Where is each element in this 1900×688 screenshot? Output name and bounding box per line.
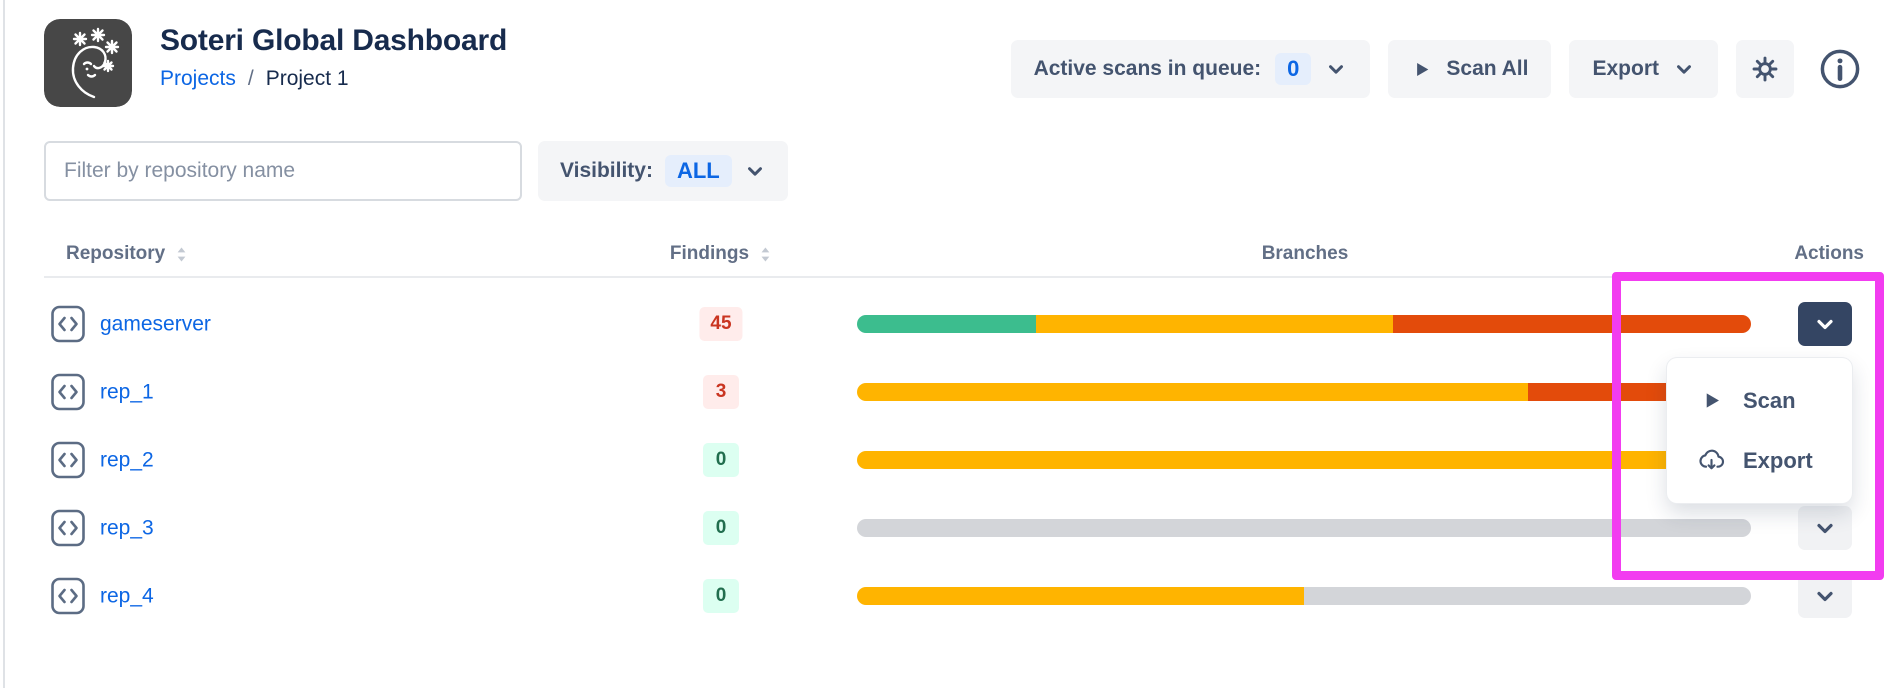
branches-bar[interactable] — [857, 315, 1751, 333]
chevron-down-icon — [1813, 516, 1837, 540]
queue-count-badge: 0 — [1275, 53, 1312, 85]
table-header-divider — [44, 276, 1866, 278]
repository-cell: rep_2 — [51, 441, 154, 479]
repository-link[interactable]: rep_1 — [100, 380, 154, 403]
table-row: rep_2 0 — [0, 426, 1900, 494]
branch-segment-yellow[interactable] — [857, 587, 1304, 605]
branch-segment-red[interactable] — [1393, 315, 1751, 333]
findings-badge: 0 — [703, 511, 739, 545]
row-actions-dropdown-button[interactable] — [1798, 574, 1852, 618]
play-icon — [1411, 59, 1432, 80]
repository-link[interactable]: gameserver — [100, 312, 211, 335]
row-actions-dropdown-button[interactable] — [1798, 302, 1852, 346]
branch-segment-green[interactable] — [857, 315, 1036, 333]
column-label: Findings — [669, 243, 750, 264]
scan-all-label: Scan All — [1446, 57, 1529, 80]
repository-icon — [51, 373, 85, 411]
repository-cell: rep_1 — [51, 373, 154, 411]
chevron-down-icon — [744, 160, 766, 182]
branches-bar[interactable] — [857, 519, 1751, 537]
repository-icon — [51, 305, 85, 343]
settings-button[interactable] — [1736, 40, 1794, 98]
window-edge — [3, 0, 5, 688]
repository-icon — [51, 509, 85, 547]
branch-segment-empty[interactable] — [857, 519, 1751, 537]
menu-item-export[interactable]: Export — [1667, 431, 1852, 491]
branch-segment-yellow[interactable] — [857, 383, 1528, 401]
queue-label: Active scans in queue: — [1033, 57, 1262, 80]
row-actions-dropdown-button[interactable] — [1798, 506, 1852, 550]
repository-cell: rep_3 — [51, 509, 154, 547]
column-header-findings[interactable]: Findings — [670, 243, 772, 265]
chevron-down-icon — [1325, 58, 1347, 80]
repository-link[interactable]: rep_2 — [100, 448, 154, 471]
active-scans-queue-button[interactable]: Active scans in queue: 0 — [1010, 40, 1371, 98]
chevron-down-icon — [1813, 584, 1837, 608]
visibility-label: Visibility: — [560, 159, 653, 182]
sort-icon[interactable] — [175, 245, 188, 264]
table-row: rep_1 3 — [0, 358, 1900, 426]
repository-icon — [51, 577, 85, 615]
play-icon — [1697, 389, 1725, 412]
findings-badge: 3 — [703, 375, 739, 409]
info-button[interactable] — [1816, 40, 1864, 98]
export-button[interactable]: Export — [1569, 40, 1718, 98]
table-row: rep_3 0 — [0, 494, 1900, 562]
actions-menu: Scan Export — [1667, 358, 1852, 503]
visibility-dropdown[interactable]: Visibility: ALL — [538, 141, 788, 201]
breadcrumb-current: Project 1 — [265, 67, 349, 90]
branch-segment-yellow[interactable] — [1035, 315, 1394, 333]
findings-badge: 0 — [703, 579, 739, 613]
gear-icon — [1751, 55, 1779, 83]
table-header: Repository Findings Branches Actions — [0, 243, 1900, 273]
findings-badge: 0 — [703, 443, 739, 477]
breadcrumb: Projects / Project 1 — [160, 67, 507, 91]
column-label: Actions — [1794, 243, 1864, 264]
branches-bar[interactable] — [857, 587, 1751, 605]
repository-filter-input[interactable] — [44, 141, 522, 201]
chevron-down-icon — [1813, 312, 1837, 336]
soteri-logo — [44, 19, 132, 107]
column-header-actions: Actions — [1794, 243, 1864, 265]
column-header-branches: Branches — [1262, 243, 1349, 265]
info-icon — [1818, 47, 1862, 91]
menu-item-label: Export — [1743, 447, 1813, 473]
title-block: Soteri Global Dashboard Projects / Proje… — [160, 24, 507, 91]
column-label: Repository — [66, 243, 166, 264]
table-row: gameserver 45 — [0, 290, 1900, 358]
repository-cell: gameserver — [51, 305, 211, 343]
table-row: rep_4 0 — [0, 562, 1900, 630]
repository-icon — [51, 441, 85, 479]
sort-icon[interactable] — [759, 245, 772, 264]
export-label: Export — [1592, 57, 1659, 80]
branch-segment-empty[interactable] — [1304, 587, 1751, 605]
menu-item-scan[interactable]: Scan — [1667, 371, 1852, 431]
breadcrumb-projects-link[interactable]: Projects — [160, 67, 236, 90]
column-header-repository[interactable]: Repository — [66, 243, 188, 265]
cloud-download-icon — [1697, 447, 1725, 474]
chevron-down-icon — [1673, 58, 1695, 80]
breadcrumb-separator: / — [247, 67, 254, 90]
scan-all-button[interactable]: Scan All — [1388, 40, 1552, 98]
page-title: Soteri Global Dashboard — [160, 24, 508, 57]
branch-segment-yellow[interactable] — [857, 451, 1751, 469]
repository-cell: rep_4 — [51, 577, 154, 615]
repository-link[interactable]: rep_4 — [100, 584, 154, 607]
table-body: gameserver 45 rep_1 3 rep_2 0 rep_3 0 rep_4 0 — [0, 290, 1900, 630]
branches-bar[interactable] — [857, 451, 1751, 469]
column-label: Branches — [1261, 243, 1349, 264]
header-controls: Active scans in queue: 0 Scan All Export — [1010, 40, 1864, 98]
visibility-value-badge: ALL — [664, 155, 732, 187]
branches-bar[interactable] — [857, 383, 1751, 401]
menu-item-label: Scan — [1743, 387, 1796, 413]
findings-badge: 45 — [699, 307, 743, 341]
repository-link[interactable]: rep_3 — [100, 516, 154, 539]
